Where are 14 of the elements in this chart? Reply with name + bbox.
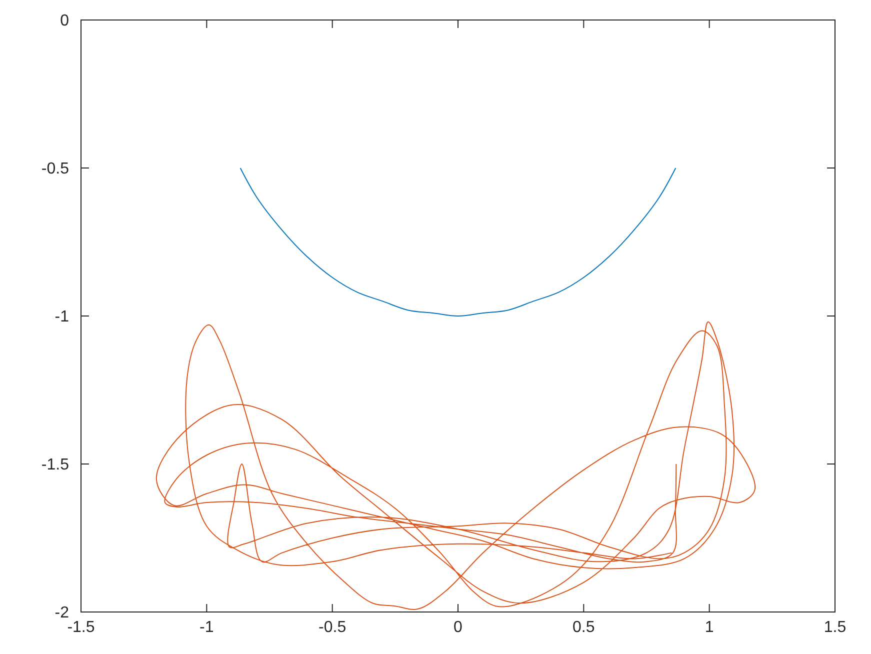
x-tick-label: 1.5 bbox=[824, 619, 846, 636]
x-tick-label: -1.5 bbox=[67, 619, 95, 636]
x-tick-label: 0.5 bbox=[572, 619, 595, 636]
line-series bbox=[240, 168, 676, 316]
x-tick-label: 1 bbox=[704, 619, 714, 636]
y-tick-label: -0.5 bbox=[41, 160, 70, 178]
y-tick-label: -1 bbox=[54, 308, 70, 326]
x-tick-label: -1 bbox=[200, 619, 214, 636]
y-tick-label: 0 bbox=[60, 12, 70, 30]
y-tick-label: -2 bbox=[54, 604, 70, 622]
x-tick-label: 0 bbox=[454, 619, 463, 636]
x-tick-label: -0.5 bbox=[318, 619, 346, 636]
y-tick-label: -1.5 bbox=[41, 456, 70, 474]
line-series bbox=[156, 321, 756, 610]
